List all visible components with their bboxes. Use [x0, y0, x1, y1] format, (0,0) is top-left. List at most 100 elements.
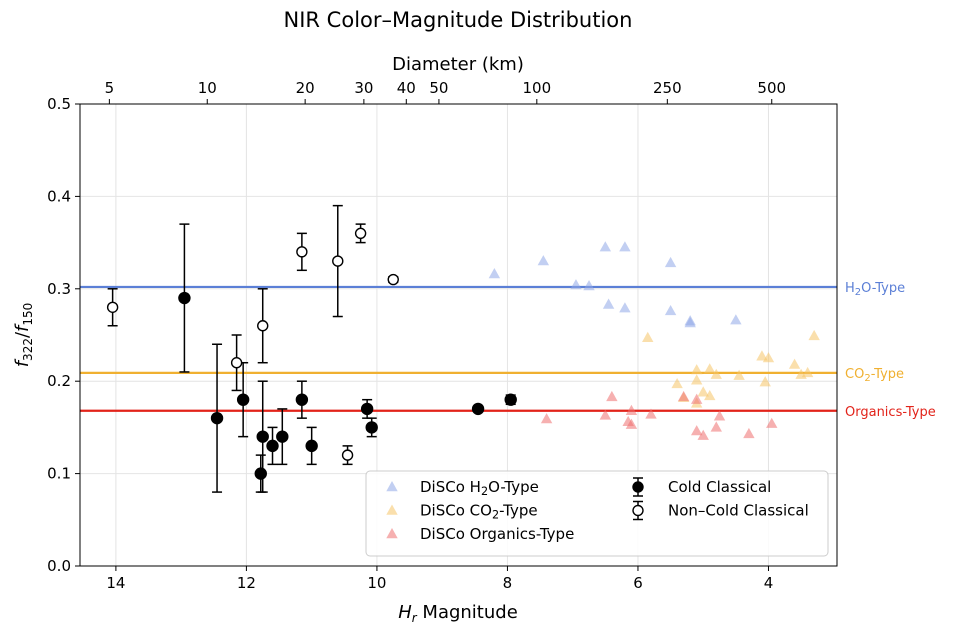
x-tick-label: 12: [237, 574, 256, 592]
y-axis-ticks: 0.0 0.1 0.2 0.3 0.4 0.5: [47, 95, 80, 575]
legend-label: DiSCo Organics-Type: [420, 525, 574, 543]
data-point-cold-classical: [210, 411, 224, 425]
data-point-cold-classical: [254, 467, 267, 480]
x-axis-ticks: 14 12 10 8 6 4: [106, 566, 773, 592]
disco-points: [488, 241, 820, 440]
x-tick-label: 6: [633, 574, 643, 592]
legend-label-sub: 2: [481, 485, 488, 498]
data-point-triangle: [684, 316, 696, 328]
plot-frame: [79, 103, 838, 567]
reference-label-rest: -Type: [871, 367, 904, 382]
legend-label: DiSCo H2O-Type: [420, 478, 539, 498]
data-point-triangle: [606, 390, 618, 402]
data-point-cold-classical: [295, 393, 309, 406]
data-point-triangle: [664, 256, 677, 268]
legend-box: [365, 470, 829, 557]
reference-label-main: Organics-Type: [845, 405, 936, 420]
y-axis-label-f1: f: [12, 358, 33, 367]
data-point-triangle: [697, 429, 709, 440]
chart-title: NIR Color–Magnitude Distribution: [284, 8, 633, 32]
data-point-triangle: [710, 421, 722, 432]
y-tick-label: 0.5: [47, 95, 71, 113]
x-axis-label: Hr Magnitude: [398, 602, 518, 625]
legend-marker-circle: [632, 481, 644, 493]
legend-label-rest: O-Type: [488, 478, 539, 496]
data-point-triangle: [713, 410, 726, 421]
top-tick-label: 50: [429, 79, 448, 97]
y-tick-label: 0.0: [47, 557, 71, 575]
top-tick-label: 5: [105, 79, 115, 97]
data-point-triangle: [730, 314, 742, 325]
data-point-non-cold-classical: [387, 273, 399, 286]
data-point-triangle: [697, 386, 709, 397]
data-point-triangle: [599, 241, 612, 252]
data-point-triangle: [788, 358, 801, 369]
legend-label-rest: -Type: [499, 502, 538, 520]
data-point-triangle: [677, 390, 690, 402]
secondary-x-axis-label: Diameter (km): [392, 54, 524, 75]
y-tick-label: 0.1: [47, 465, 71, 483]
data-point-cold-classical: [276, 430, 289, 443]
legend-label-main: DiSCo CO: [420, 502, 492, 520]
data-point-triangle: [756, 350, 768, 361]
classical-points: [106, 204, 517, 493]
data-point-triangle: [704, 389, 716, 401]
reference-label-rest: O-Type: [861, 281, 905, 296]
y-tick-label: 0.2: [47, 372, 71, 390]
x-tick-label: 4: [764, 574, 774, 592]
data-point-triangle: [625, 418, 638, 429]
data-point-triangle: [540, 413, 553, 424]
data-point-cold-classical: [266, 439, 279, 453]
top-tick-label: 40: [397, 79, 416, 97]
data-point-triangle: [710, 368, 722, 379]
x-tick-label: 10: [367, 574, 386, 592]
data-point-triangle: [583, 280, 595, 291]
data-point-triangle: [704, 363, 716, 374]
y-axis-label-s1: 322: [21, 338, 35, 361]
top-tick-label: 20: [296, 79, 315, 97]
top-tick-label: 500: [757, 79, 786, 97]
data-point-triangle: [671, 377, 683, 389]
y-axis-label-f2: f: [12, 323, 33, 332]
data-point-cold-classical: [471, 402, 485, 416]
reference-label-main: CO: [845, 367, 864, 382]
data-point-cold-classical: [504, 393, 517, 406]
data-point-triangle: [570, 279, 582, 290]
data-point-triangle: [599, 409, 612, 420]
data-point-triangle: [619, 241, 631, 252]
reference-label-co2-type: CO2-Type: [845, 367, 904, 384]
data-point-triangle: [766, 417, 778, 428]
data-point-triangle: [619, 302, 631, 313]
data-point-triangle: [808, 329, 820, 341]
data-point-non-cold-classical: [332, 255, 344, 267]
data-point-non-cold-classical: [106, 301, 119, 313]
y-axis-label: f322/f150: [12, 303, 35, 368]
data-point-non-cold-classical: [354, 227, 367, 240]
data-point-non-cold-classical: [230, 357, 243, 369]
data-point-cold-classical: [305, 439, 318, 453]
reference-lines: [80, 285, 837, 412]
data-point-triangle: [801, 366, 814, 378]
data-point-non-cold-classical: [296, 246, 308, 258]
legend-marker-triangle: [386, 528, 398, 539]
y-tick-label: 0.3: [47, 280, 71, 298]
x-axis-label-rest: Magnitude: [417, 602, 518, 623]
data-point-triangle: [759, 376, 771, 387]
reference-label-sub: 2: [855, 287, 861, 298]
legend-label: Non–Cold Classical: [668, 502, 809, 520]
x-tick-label: 14: [106, 574, 125, 592]
data-point-cold-classical: [256, 430, 269, 443]
legend-label-sub: 2: [492, 509, 499, 522]
grid: [80, 104, 837, 566]
legend-marker-circle: [632, 504, 644, 517]
data-point-cold-classical: [365, 421, 378, 434]
data-point-non-cold-classical: [257, 320, 269, 332]
data-point-triangle: [762, 352, 775, 363]
y-axis-label-s2: 150: [21, 303, 35, 326]
data-point-cold-classical: [236, 393, 250, 406]
y-axis-label-slash: /: [12, 331, 33, 338]
x-axis-label-sub: r: [412, 611, 418, 625]
